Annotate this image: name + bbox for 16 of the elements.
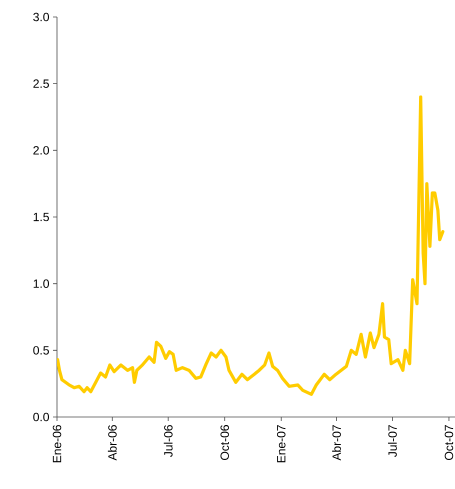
x-tick-label: Ene-07 (276, 425, 286, 462)
y-tick-label: 3.0 (33, 12, 50, 22)
y-tick-label: 2.0 (33, 146, 50, 155)
x-tick-label: Oct-07 (444, 425, 454, 460)
y-tick-label: 2.5 (33, 79, 49, 88)
y-tick-label: 0.5 (33, 346, 49, 355)
x-tick-label: Ene-06 (52, 425, 62, 462)
y-tick-label: 1.5 (34, 212, 49, 222)
line-series (57, 95, 444, 396)
y-tick-label: 0.0 (33, 412, 50, 422)
x-tick-label: Abr-07 (332, 425, 341, 461)
x-tick-label: Jul-07 (388, 425, 397, 458)
x-tick-label: Abr-06 (108, 425, 117, 461)
y-tick-label: 1.0 (34, 279, 50, 288)
x-tick-label: Jul-06 (164, 425, 173, 458)
x-tick-label: Oct-06 (220, 425, 229, 460)
